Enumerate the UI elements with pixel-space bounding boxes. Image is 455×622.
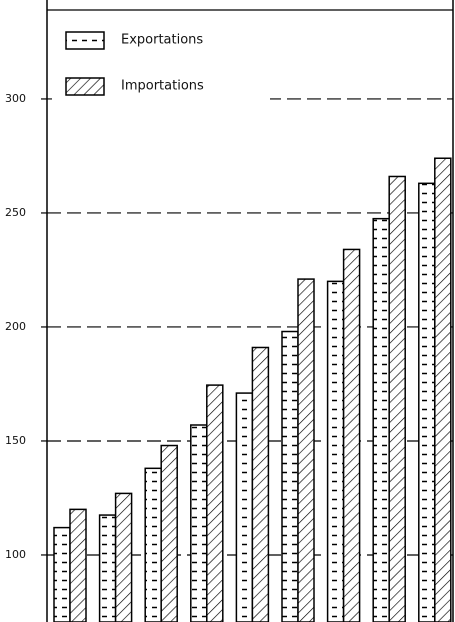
legend-swatch — [65, 31, 105, 50]
bar — [53, 526, 71, 622]
bar — [326, 280, 345, 622]
y-tick-label: 100 — [5, 548, 26, 561]
legend-swatch — [65, 77, 105, 96]
bar — [388, 175, 406, 622]
bar — [160, 444, 178, 622]
bar — [98, 514, 117, 622]
bar — [281, 330, 299, 622]
bar — [251, 346, 270, 622]
y-tick-label: 200 — [5, 320, 26, 333]
bar — [418, 182, 436, 622]
legend-label: Exportations — [121, 33, 203, 48]
bar — [342, 248, 361, 622]
y-tick-label: 150 — [5, 434, 26, 447]
bar — [235, 392, 254, 622]
bar — [372, 217, 390, 622]
bars — [53, 157, 452, 622]
bar — [297, 278, 315, 622]
bar — [69, 508, 87, 622]
bar — [114, 492, 133, 622]
y-tick-label: 300 — [5, 92, 26, 105]
bar — [206, 384, 224, 622]
bar — [190, 424, 208, 622]
legend: Exportations Importations — [65, 31, 204, 96]
bar — [434, 157, 452, 622]
y-tick-label: 250 — [5, 206, 26, 219]
legend-label: Importations — [121, 79, 204, 94]
bar — [144, 467, 162, 622]
